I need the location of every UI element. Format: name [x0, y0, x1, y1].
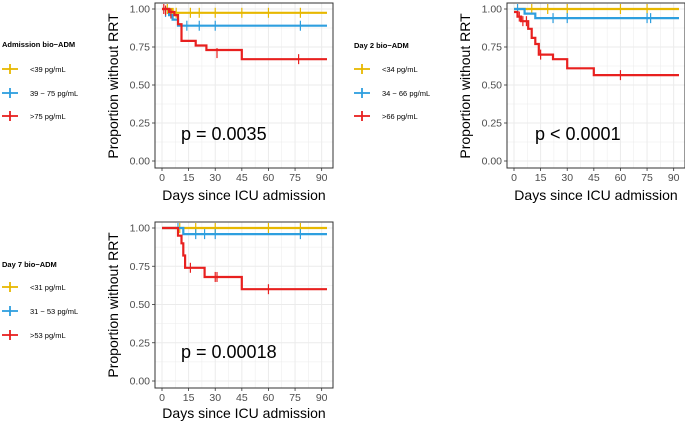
x-tick-label: 0: [159, 172, 165, 184]
x-tick-label: 75: [289, 172, 301, 184]
y-tick-label: 0.75: [130, 261, 151, 273]
x-tick-label: 90: [668, 172, 680, 184]
y-axis-label: Proportion without RRT: [105, 232, 121, 378]
legend-day7: Day 7 bio−ADM <31 pg/mL 31 − 53 pg/mL >5…: [2, 260, 78, 340]
x-axis-label: Days since ICU admission: [514, 187, 677, 203]
legend-label: >75 pg/mL: [30, 112, 66, 121]
x-tick-label: 30: [209, 172, 221, 184]
legend-key-2: [2, 330, 18, 340]
x-tick-label: 75: [641, 172, 653, 184]
legend-day2: Day 2 bio−ADM <34 pg/mL 34 − 66 pg/mL >6…: [354, 41, 430, 121]
legend-key-1: [2, 306, 18, 316]
y-tick-label: 0.50: [130, 80, 151, 92]
plot-admission: 0.00 0.25 0.50 0.75 1.00 0 15 30 45 60 75 90: [130, 2, 334, 184]
legend-label: <39 pg/mL: [30, 65, 66, 74]
x-tick-label: 90: [316, 392, 328, 404]
x-tick-label: 45: [236, 172, 248, 184]
x-tick-label: 90: [316, 172, 328, 184]
plot-border: [154, 2, 334, 169]
y-tick-label: 0.50: [130, 299, 151, 311]
legend-label: <34 pg/mL: [382, 65, 418, 74]
y-tick-label: 0.00: [482, 156, 503, 168]
km-curve-high: [162, 7, 327, 61]
y-tick-label: 1.00: [130, 223, 151, 235]
x-axis-label: Days since ICU admission: [162, 187, 325, 203]
x-tick-label: 15: [183, 172, 195, 184]
y-axis-label: Proportion without RRT: [105, 13, 121, 159]
legend-title: Day 7 bio−ADM: [2, 260, 57, 269]
legend-title: Admission bio−ADM: [2, 40, 75, 49]
plot-day2: 0.00 0.25 0.50 0.75 1.00 0 15 30 45 60 75 90: [482, 2, 685, 184]
legend-title: Day 2 bio−ADM: [354, 41, 409, 50]
legend-label: >66 pg/mL: [382, 112, 418, 121]
y-axis-label: Proportion without RRT: [457, 13, 473, 159]
legend-key-0: [2, 282, 18, 292]
x-tick-label: 60: [263, 172, 275, 184]
x-tick-label: 0: [511, 172, 517, 184]
plot-border: [506, 2, 685, 169]
x-tick-label: 15: [535, 172, 547, 184]
x-tick-label: 30: [209, 392, 221, 404]
x-tick-label: 45: [236, 392, 248, 404]
x-axis-label: Days since ICU admission: [162, 405, 325, 421]
legend-key-1: [2, 88, 18, 98]
plot-day7: 0.00 0.25 0.50 0.75 1.00 0 15 30 45 60 75 90: [130, 221, 334, 404]
km-curve-mid: [514, 7, 679, 20]
x-tick-label: 0: [159, 392, 165, 404]
p-value: p = 0.0035: [181, 124, 267, 144]
legend-key-1: [354, 88, 370, 98]
panel-admission: Admission bio−ADM <39 pg/mL 39 − 75 pg/m…: [2, 2, 334, 203]
km-curve-high: [162, 226, 327, 291]
legend-key-2: [2, 111, 18, 121]
panel-day2: Day 2 bio−ADM <34 pg/mL 34 − 66 pg/mL >6…: [354, 2, 685, 203]
x-tick-label: 45: [588, 172, 600, 184]
legend-label: <31 pg/mL: [30, 283, 66, 292]
legend-admission: Admission bio−ADM <39 pg/mL 39 − 75 pg/m…: [2, 40, 78, 121]
km-curve-high: [514, 10, 679, 77]
y-tick-label: 0.75: [130, 42, 151, 54]
x-tick-label: 60: [263, 392, 275, 404]
y-tick-label: 0.50: [482, 80, 503, 92]
p-value: p = 0.00018: [181, 342, 277, 362]
legend-label: 34 − 66 pg/mL: [382, 89, 430, 98]
legend-key-0: [2, 64, 18, 74]
legend-key-2: [354, 111, 370, 121]
y-tick-label: 0.25: [482, 118, 503, 130]
legend-label: >53 pg/mL: [30, 331, 66, 340]
y-tick-label: 0.25: [130, 118, 151, 130]
x-tick-label: 75: [289, 392, 301, 404]
y-tick-label: 0.00: [130, 376, 151, 388]
x-tick-label: 15: [183, 392, 195, 404]
legend-label: 31 − 53 pg/mL: [30, 307, 78, 316]
legend-key-0: [354, 64, 370, 74]
x-tick-label: 60: [615, 172, 627, 184]
plot-border: [154, 221, 334, 389]
p-value: p < 0.0001: [535, 124, 621, 144]
panel-day7: Day 7 bio−ADM <31 pg/mL 31 − 53 pg/mL >5…: [2, 221, 334, 421]
y-tick-label: 1.00: [482, 4, 503, 16]
y-tick-label: 1.00: [130, 4, 151, 16]
y-tick-label: 0.75: [482, 42, 503, 54]
y-tick-label: 0.00: [130, 156, 151, 168]
legend-label: 39 − 75 pg/mL: [30, 89, 78, 98]
y-tick-label: 0.25: [130, 337, 151, 349]
x-tick-label: 30: [561, 172, 573, 184]
